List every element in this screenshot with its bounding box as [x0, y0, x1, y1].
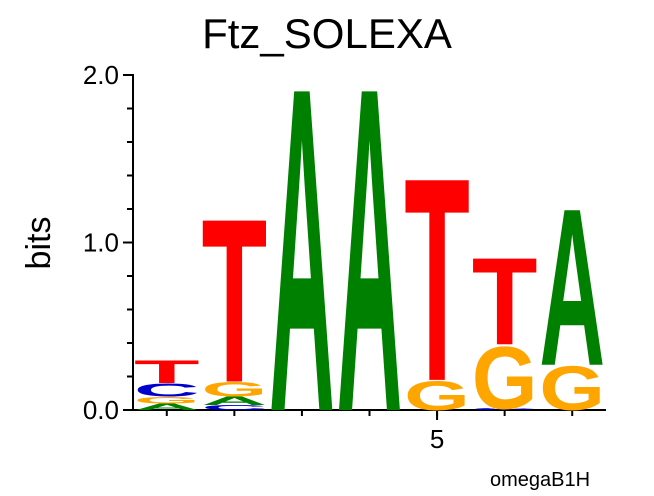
logo-letter: G: [539, 353, 605, 424]
logo-letter: A: [337, 0, 403, 496]
logo-letter: G: [134, 395, 200, 405]
logo-letter: G: [202, 378, 268, 401]
logo-letter: T: [202, 171, 268, 432]
logo-letter: C: [472, 408, 538, 411]
x-tick-label: 5: [430, 424, 444, 454]
y-tick-label: 2.0: [83, 60, 119, 90]
logo-letter: A: [202, 395, 268, 408]
y-tick-label: 1.0: [83, 228, 119, 258]
logo-letter: A: [269, 0, 335, 496]
logo-letter: A: [539, 162, 605, 413]
logo-letter: C: [134, 380, 200, 401]
logo-letter: T: [404, 118, 470, 442]
logo-letter: T: [134, 354, 200, 391]
chart-title: Ftz_SOLEXA: [202, 10, 452, 57]
y-tick-label: 0.0: [83, 395, 119, 425]
logo-letter: C: [202, 404, 268, 412]
logo-letter: T: [472, 232, 538, 371]
y-axis-label: bits: [20, 217, 58, 270]
logo-letter: A: [134, 402, 200, 412]
subtitle: omegaB1H: [490, 469, 590, 491]
logo-letter: G: [472, 328, 538, 428]
logo-letter: G: [404, 373, 470, 420]
